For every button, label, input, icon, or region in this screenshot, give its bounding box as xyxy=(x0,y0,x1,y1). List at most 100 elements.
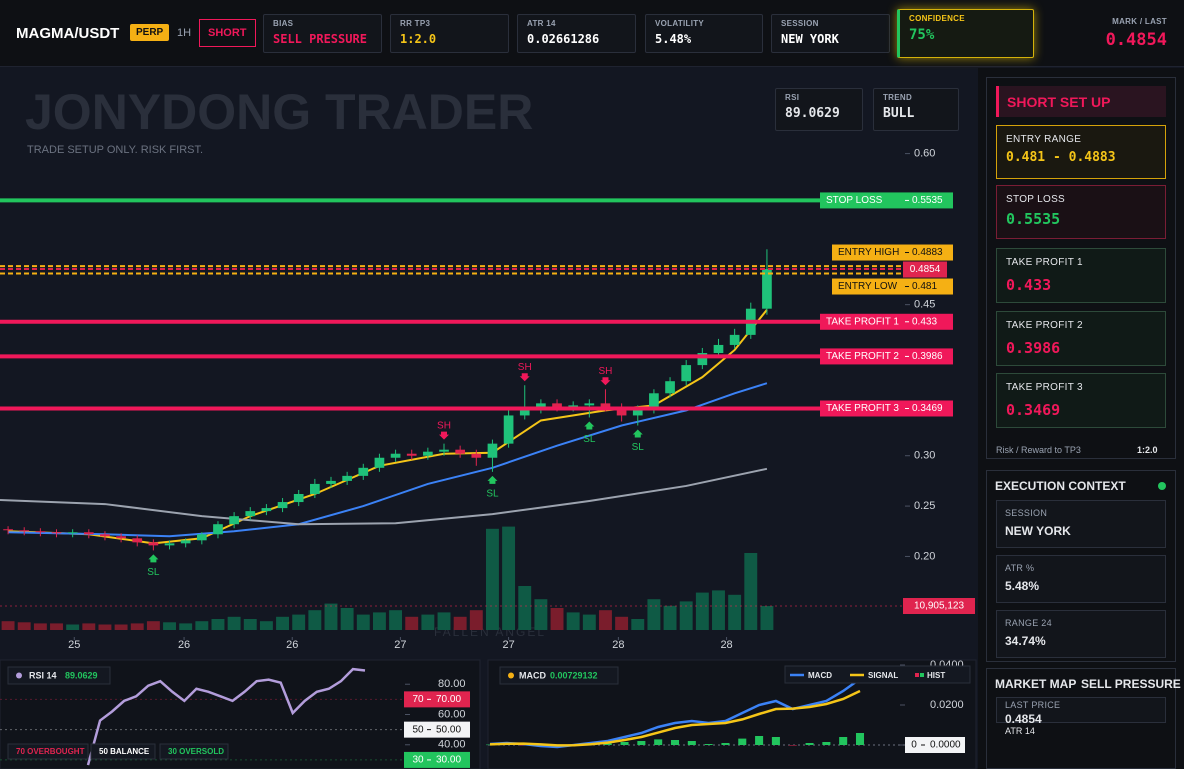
card-value: 0.3986 xyxy=(1006,339,1061,357)
candle-body xyxy=(358,467,369,476)
hist-bar xyxy=(620,742,629,745)
header-card: SESSION NEW YORK xyxy=(771,14,890,53)
volume-bar xyxy=(130,623,144,630)
zero-value: 0 xyxy=(911,740,917,751)
volume-bar xyxy=(437,612,451,630)
hist-bar xyxy=(855,733,865,745)
candle-body xyxy=(132,538,143,543)
title-box xyxy=(7,666,111,685)
hist-bar xyxy=(485,744,495,746)
marker-arrow xyxy=(439,431,450,440)
marker-label: SL xyxy=(147,567,160,578)
x-tick-label: 25 xyxy=(68,639,80,651)
legend-entry: HIST xyxy=(927,671,945,680)
title-box xyxy=(499,666,619,685)
volume-bar xyxy=(760,606,774,630)
card-value: BULL xyxy=(883,106,915,121)
legend-entry: SIGNAL xyxy=(868,671,898,680)
header: MAGMA/USDT PERP 1H SHORT BIAS SELL PRESSU… xyxy=(0,0,1184,67)
card-value: 0.481 - 0.4883 xyxy=(1006,150,1116,165)
volume-bar xyxy=(66,624,80,630)
candle-body xyxy=(503,415,514,444)
volume-bar xyxy=(453,616,467,630)
zero-badge xyxy=(905,737,965,753)
setup-card: TAKE PROFIT 3 0.3469 xyxy=(996,373,1166,428)
card-value: 0.433 xyxy=(1006,276,1052,294)
marker-arrow xyxy=(148,554,159,563)
candle-body xyxy=(19,530,30,532)
volume-bar xyxy=(82,623,96,630)
hist-bar xyxy=(704,744,713,745)
marker-label: SL xyxy=(632,442,645,453)
candle-body xyxy=(245,511,256,517)
level-label: 30.00 xyxy=(436,755,461,766)
candle-body xyxy=(406,453,417,456)
candle-body xyxy=(100,534,110,537)
volume-bar xyxy=(663,605,677,630)
level-value: 70 xyxy=(412,694,424,705)
candle-body xyxy=(116,536,126,539)
marker-arrow xyxy=(584,421,595,430)
volume-bar xyxy=(550,608,564,630)
marker-arrow xyxy=(600,377,611,386)
volume-bar xyxy=(712,590,725,630)
panel-title: MACD xyxy=(519,670,546,680)
card-value: 0.3469 xyxy=(1006,401,1061,419)
volume-bar xyxy=(631,619,645,630)
level-name: ENTRY HIGH xyxy=(838,247,899,258)
volume-bar xyxy=(389,610,403,630)
candle-body xyxy=(3,529,13,531)
candle-body xyxy=(584,403,595,406)
card-label: STOP LOSS xyxy=(1006,194,1066,205)
context-card: SESSION NEW YORK xyxy=(996,500,1166,548)
level-name: STOP LOSS xyxy=(826,195,883,206)
card-value: NEW YORK xyxy=(1005,524,1071,538)
panel-title: SHORT SET UP xyxy=(996,86,1166,117)
volume-bar xyxy=(243,619,257,630)
marker-label: SL xyxy=(583,434,596,445)
symbol: MAGMA/USDT xyxy=(16,25,120,42)
candle-body xyxy=(616,407,627,416)
hist-bar xyxy=(603,743,612,745)
candle-body xyxy=(600,403,611,408)
volume-bar xyxy=(372,612,386,630)
volume-bar xyxy=(615,616,629,630)
level-value: 0.433 xyxy=(912,316,937,327)
card-value: 5.48% xyxy=(1005,579,1040,593)
volume-bar xyxy=(744,553,758,630)
macd-line xyxy=(489,689,861,747)
candle-body xyxy=(293,493,304,503)
volume-bar xyxy=(227,616,241,630)
marker-arrow xyxy=(519,373,530,382)
hist-bar xyxy=(839,737,848,745)
marker-label: SH xyxy=(437,420,451,431)
header-card: VOLATILITY 5.48% xyxy=(645,14,763,53)
volume-bar xyxy=(308,610,322,630)
candle-body xyxy=(51,532,62,534)
volume-bar xyxy=(356,614,370,630)
candle-body xyxy=(423,451,433,456)
hist-bar xyxy=(670,740,680,745)
card-label: SESSION xyxy=(1005,508,1048,518)
marker-label: SH xyxy=(518,362,532,373)
candle-body xyxy=(697,353,708,366)
setup-card: TAKE PROFIT 2 0.3986 xyxy=(996,311,1166,366)
level-badge xyxy=(820,348,953,365)
trend-card: TREND BULL xyxy=(873,88,959,131)
context-title: EXECUTION CONTEXT xyxy=(995,479,1126,493)
last-card: LAST PRICE 0.4854 xyxy=(996,697,1166,726)
side: SHORT xyxy=(199,19,256,47)
volume-bar xyxy=(1,621,15,630)
volume-bar xyxy=(211,619,225,630)
title-dot xyxy=(16,672,22,679)
y-tick-label: 0.0200 xyxy=(930,699,964,711)
moving-average xyxy=(0,467,768,526)
card-label: ENTRY RANGE xyxy=(1006,134,1082,145)
panel-value: 0.00729132 xyxy=(550,670,598,680)
candle-body xyxy=(261,508,272,512)
card-label: VOLATILITY xyxy=(655,19,705,28)
legend-entry: 50 BALANCE xyxy=(99,747,150,756)
candle-body xyxy=(390,453,401,458)
x-tick-label: 27 xyxy=(394,639,406,651)
card-label: ATR % xyxy=(1005,563,1035,573)
